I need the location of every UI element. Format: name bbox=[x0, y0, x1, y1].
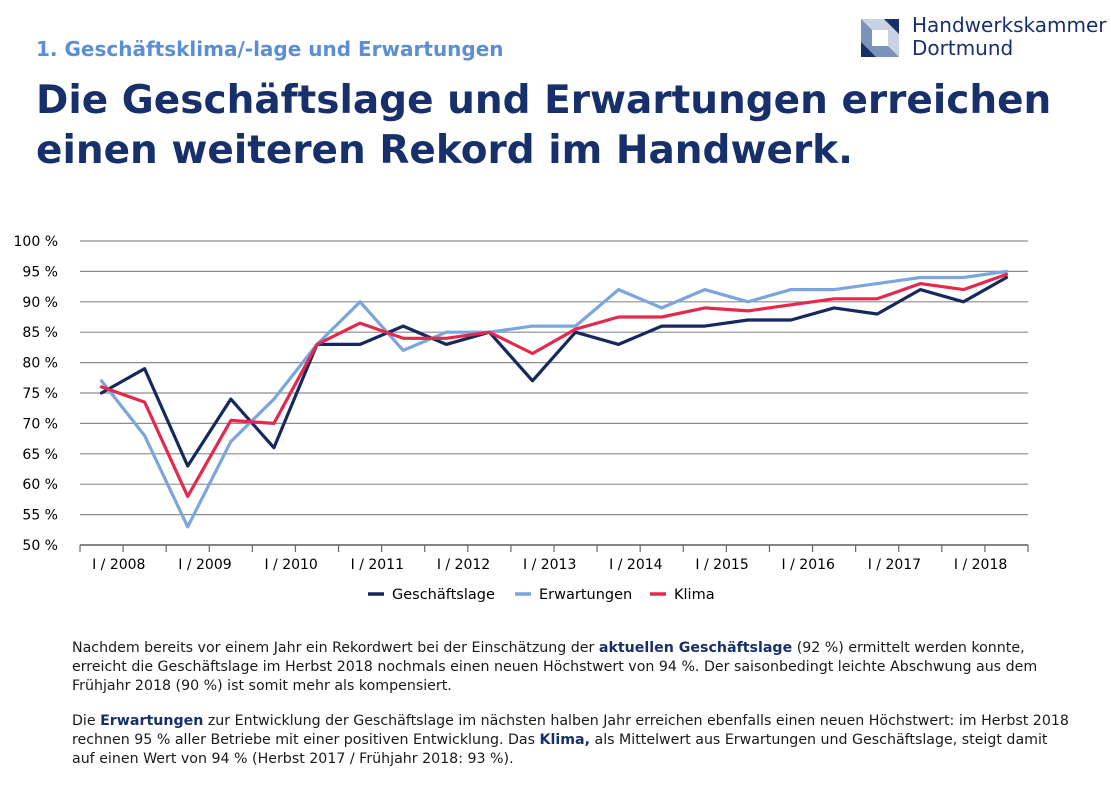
series-line-klima bbox=[99, 272, 1009, 498]
series-layer bbox=[99, 269, 1009, 529]
x-tick-label: I / 2013 bbox=[523, 557, 576, 573]
grid-layer bbox=[79, 240, 1029, 552]
page-title-line-1: Die Geschäftslage und Erwartungen erreic… bbox=[36, 78, 1052, 123]
x-tick-label: I / 2008 bbox=[92, 557, 145, 573]
x-tick-label: I / 2018 bbox=[954, 557, 1007, 573]
x-tick-label: I / 2012 bbox=[437, 557, 490, 573]
y-tick-label: 70 % bbox=[22, 416, 58, 432]
x-tick-label: I / 2010 bbox=[264, 557, 317, 573]
series-line-erwartungen bbox=[99, 269, 1009, 529]
p2-highlight-klima: Klima, bbox=[539, 732, 590, 748]
series-line-geschäftslage bbox=[99, 275, 1009, 468]
logo-line-1: Handwerkskammer bbox=[912, 13, 1107, 37]
page-title: Die Geschäftslage und Erwartungen erreic… bbox=[36, 76, 1052, 176]
page-title-line-2: einen weiteren Rekord im Handwerk. bbox=[36, 128, 853, 173]
p2-text-1: Die bbox=[72, 713, 101, 729]
logo-text: Handwerkskammer Dortmund bbox=[912, 14, 1107, 60]
y-tick-label: 100 % bbox=[14, 234, 58, 250]
section-subtitle: 1. Geschäftsklima/-lage und Erwartungen bbox=[36, 37, 504, 61]
y-tick-label: 80 % bbox=[22, 356, 58, 372]
y-tick-label: 55 % bbox=[22, 508, 58, 524]
legend-label: Geschäftslage bbox=[392, 587, 495, 603]
y-tick-label: 85 % bbox=[22, 325, 58, 341]
logo: Handwerkskammer Dortmund bbox=[858, 14, 1107, 64]
x-tick-label: I / 2009 bbox=[178, 557, 231, 573]
p2-text-3: als Mittelwert aus Erwartungen und Gesch… bbox=[72, 732, 1048, 767]
logo-line-2: Dortmund bbox=[912, 36, 1014, 60]
x-tick-label: I / 2017 bbox=[868, 557, 921, 573]
legend: Geschäftslage Erwartungen Klima bbox=[368, 587, 715, 603]
line-chart: 50 % 55 % 60 % 65 % 70 % 75 % 80 % 85 % 90 % 95 %… bbox=[14, 234, 1029, 603]
x-tick-label: I / 2014 bbox=[609, 557, 662, 573]
y-tick-label: 50 % bbox=[22, 538, 58, 554]
x-axis-ticks: I / 2008 I / 2009 I / 2010 I / 2011 I / 2012… bbox=[92, 557, 1007, 573]
p1-text-2: (92 %) ermittelt werden konnte, erreicht… bbox=[72, 640, 1038, 694]
legend-label: Klima bbox=[674, 587, 715, 603]
hwk-logo-icon bbox=[861, 19, 899, 57]
p1-highlight-geschaeftslage: aktuellen Geschäftslage bbox=[598, 640, 793, 656]
x-tick-label: I / 2011 bbox=[351, 557, 404, 573]
y-tick-label: 75 % bbox=[22, 386, 58, 402]
y-axis-ticks: 50 % 55 % 60 % 65 % 70 % 75 % 80 % 85 % 90 % 95 %… bbox=[14, 234, 58, 554]
p2-highlight-erwartungen: Erwartungen bbox=[100, 713, 204, 729]
paragraph-erwartungen: Die Erwartungen zur Entwicklung der Gesc… bbox=[72, 712, 1072, 769]
x-tick-label: I / 2016 bbox=[782, 557, 835, 573]
y-tick-label: 60 % bbox=[22, 477, 58, 493]
y-tick-label: 95 % bbox=[22, 264, 58, 280]
x-tick-label: I / 2015 bbox=[695, 557, 748, 573]
legend-label: Erwartungen bbox=[539, 587, 632, 603]
p1-text-1: Nachdem bereits vor einem Jahr ein Rekor… bbox=[72, 640, 599, 656]
p2-text-2: zur Entwicklung der Geschäftslage im näc… bbox=[72, 713, 1069, 748]
y-tick-label: 90 % bbox=[22, 295, 58, 311]
paragraph-geschaeftslage: Nachdem bereits vor einem Jahr ein Rekor… bbox=[72, 639, 1072, 696]
y-tick-label: 65 % bbox=[22, 447, 58, 463]
